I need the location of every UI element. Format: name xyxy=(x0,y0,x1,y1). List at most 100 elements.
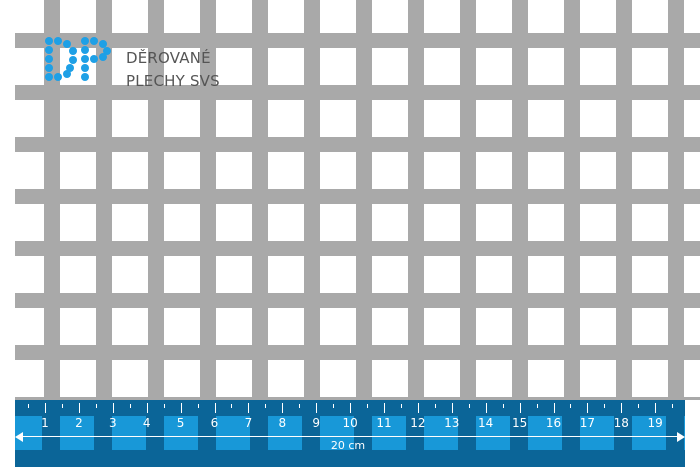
hole xyxy=(476,100,512,137)
hole xyxy=(112,48,148,85)
ruler-tick xyxy=(214,403,216,413)
hole xyxy=(164,0,200,33)
logo-dot xyxy=(66,64,74,72)
hole xyxy=(60,152,96,189)
ruler-total-length: 20 cm xyxy=(330,439,366,452)
hole xyxy=(580,100,616,137)
ruler-label: 1 xyxy=(41,416,49,430)
logo-text-line2: PLECHY SVS xyxy=(126,72,220,90)
hole xyxy=(164,256,200,293)
ruler-label: 12 xyxy=(410,416,426,430)
hole xyxy=(528,48,564,85)
hole xyxy=(580,256,616,293)
hole xyxy=(112,100,148,137)
ruler-tick xyxy=(434,404,436,408)
logo-dot xyxy=(63,40,71,48)
ruler-tick xyxy=(570,404,572,408)
hole xyxy=(320,0,356,33)
hole xyxy=(424,256,460,293)
ruler-window xyxy=(216,416,250,450)
hole xyxy=(320,48,356,85)
logo-dot xyxy=(99,40,107,48)
hole xyxy=(372,100,408,137)
ruler-label: 4 xyxy=(142,416,151,430)
hole xyxy=(15,152,44,189)
ruler-tick xyxy=(502,404,504,408)
hole xyxy=(684,256,700,293)
ruler-label: 2 xyxy=(75,416,83,430)
hole xyxy=(424,152,460,189)
hole xyxy=(424,308,460,345)
hole xyxy=(476,0,512,33)
ruler-tick xyxy=(299,404,301,408)
ruler-label: 5 xyxy=(176,416,185,430)
logo-dot xyxy=(45,46,53,54)
hole xyxy=(684,100,700,137)
ruler-window xyxy=(112,416,146,450)
hole xyxy=(60,0,96,33)
ruler-tick xyxy=(265,404,267,408)
logo-dot xyxy=(45,55,53,63)
hole xyxy=(580,204,616,241)
hole xyxy=(216,48,252,85)
logo-dot xyxy=(81,55,89,63)
hole xyxy=(164,360,200,397)
hole xyxy=(320,100,356,137)
ruler-window xyxy=(632,416,666,450)
hole xyxy=(164,152,200,189)
ruler-label: 11 xyxy=(376,416,392,430)
logo-dot xyxy=(81,46,89,54)
ruler-label: 14 xyxy=(478,416,494,430)
hole xyxy=(15,0,44,33)
hole xyxy=(320,360,356,397)
hole xyxy=(164,100,200,137)
hole xyxy=(268,0,304,33)
hole xyxy=(216,308,252,345)
hole xyxy=(424,0,460,33)
hole xyxy=(632,204,668,241)
hole xyxy=(268,204,304,241)
ruler-tick xyxy=(112,403,114,413)
hole xyxy=(320,256,356,293)
ruler-tick xyxy=(231,404,233,408)
hole xyxy=(112,360,148,397)
hole xyxy=(60,360,96,397)
ruler-tick xyxy=(655,403,657,413)
ruler-window xyxy=(424,416,458,450)
ruler-tick xyxy=(350,403,352,413)
hole xyxy=(372,256,408,293)
logo-dot xyxy=(81,73,89,81)
hole xyxy=(112,256,148,293)
hole xyxy=(15,204,44,241)
hole xyxy=(268,152,304,189)
hole xyxy=(268,360,304,397)
hole xyxy=(15,100,44,137)
hole xyxy=(60,308,96,345)
ruler-tick xyxy=(45,403,46,413)
ruler-tick xyxy=(28,404,30,408)
hole xyxy=(164,48,200,85)
ruler-label: 7 xyxy=(244,416,253,430)
hole xyxy=(15,256,44,293)
hole xyxy=(476,256,512,293)
ruler-label: 15 xyxy=(511,416,528,430)
hole xyxy=(580,48,616,85)
ruler-window xyxy=(528,416,562,450)
ruler-tick xyxy=(163,404,165,408)
ruler-tick xyxy=(367,404,369,408)
hole xyxy=(15,308,44,345)
dimension-line xyxy=(19,436,681,437)
hole xyxy=(528,0,564,33)
hole xyxy=(476,360,512,397)
ruler-tick xyxy=(316,403,318,413)
ruler-tick xyxy=(672,404,674,408)
hole xyxy=(684,48,700,85)
perforated-sheet xyxy=(15,0,700,400)
hole xyxy=(580,152,616,189)
ruler-tick xyxy=(61,404,63,408)
logo-text-line1: DĚROVANÉ xyxy=(126,49,211,67)
hole xyxy=(60,256,96,293)
hole xyxy=(60,204,96,241)
ruler-tick xyxy=(146,403,148,413)
ruler: 20 cm 1 2 3 4 5 6 7 8 9 10 11 12 13 14 15 16 17 18 19 xyxy=(15,400,685,467)
